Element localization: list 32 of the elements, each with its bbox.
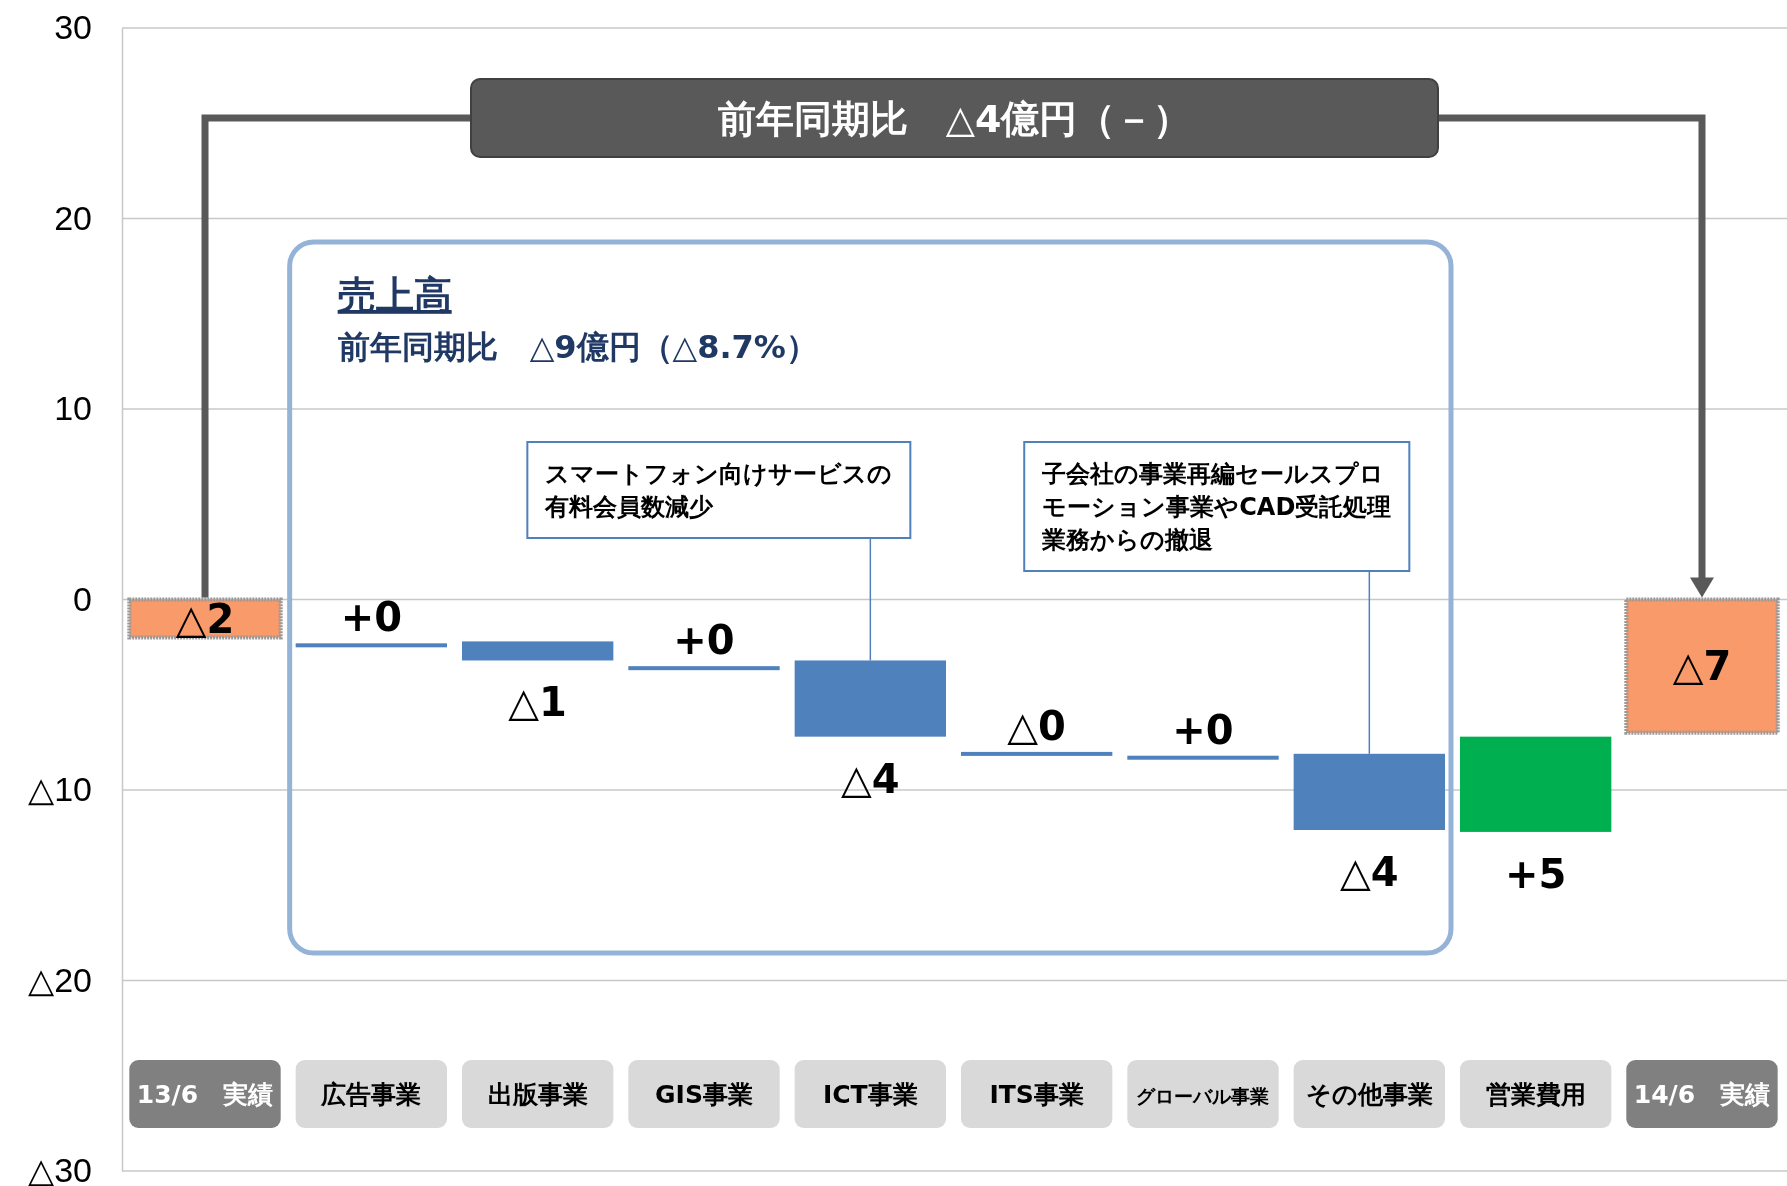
x-tick-label: ICT事業 <box>822 1080 918 1109</box>
annotation: 前年同期比 △9億円（△8.7%） <box>337 328 818 366</box>
x-tick-label: グローバル事業 <box>1136 1085 1270 1107</box>
data-label: △4 <box>1340 849 1399 896</box>
data-label: +0 <box>673 617 735 664</box>
x-tick-label: その他事業 <box>1305 1080 1433 1109</box>
y-tick-label: △20 <box>28 960 92 999</box>
annotation: 子会社の事業再編セールスプロモーション事業やCAD受託処理業務からの撤退 <box>1041 460 1392 554</box>
text: 前年同期比 △4億円（－） <box>717 97 1192 141</box>
y-tick-label: 10 <box>54 389 92 428</box>
x-tick-label: 広告事業 <box>320 1080 422 1109</box>
data-label: +0 <box>1172 706 1234 753</box>
y-tick-label: △10 <box>28 770 92 809</box>
x-tick-label: 14/6 実績 <box>1633 1080 1771 1109</box>
y-tick-label: 30 <box>54 8 92 47</box>
data-label: △7 <box>1672 643 1732 690</box>
data-label: △1 <box>508 679 567 726</box>
x-tick-label: 営業費用 <box>1485 1080 1586 1109</box>
annotation: 売上高 <box>337 273 452 317</box>
y-tick-label: 20 <box>54 198 92 237</box>
data-label: △0 <box>1007 702 1066 749</box>
data-label: △2 <box>175 595 235 642</box>
data-label: △4 <box>841 755 900 802</box>
data-label: +0 <box>340 594 403 641</box>
x-tick-label: 出版事業 <box>487 1080 588 1109</box>
x-tick-label: 13/6 実績 <box>136 1080 274 1109</box>
annotation: スマートフォン向けサービスの有料会員数減少 <box>544 460 893 521</box>
x-tick-label: GIS事業 <box>655 1080 753 1109</box>
x-tick-label: ITS事業 <box>989 1080 1084 1109</box>
y-tick-label: △30 <box>28 1151 92 1186</box>
data-label: +5 <box>1504 850 1567 897</box>
y-tick-label: 0 <box>73 579 92 618</box>
